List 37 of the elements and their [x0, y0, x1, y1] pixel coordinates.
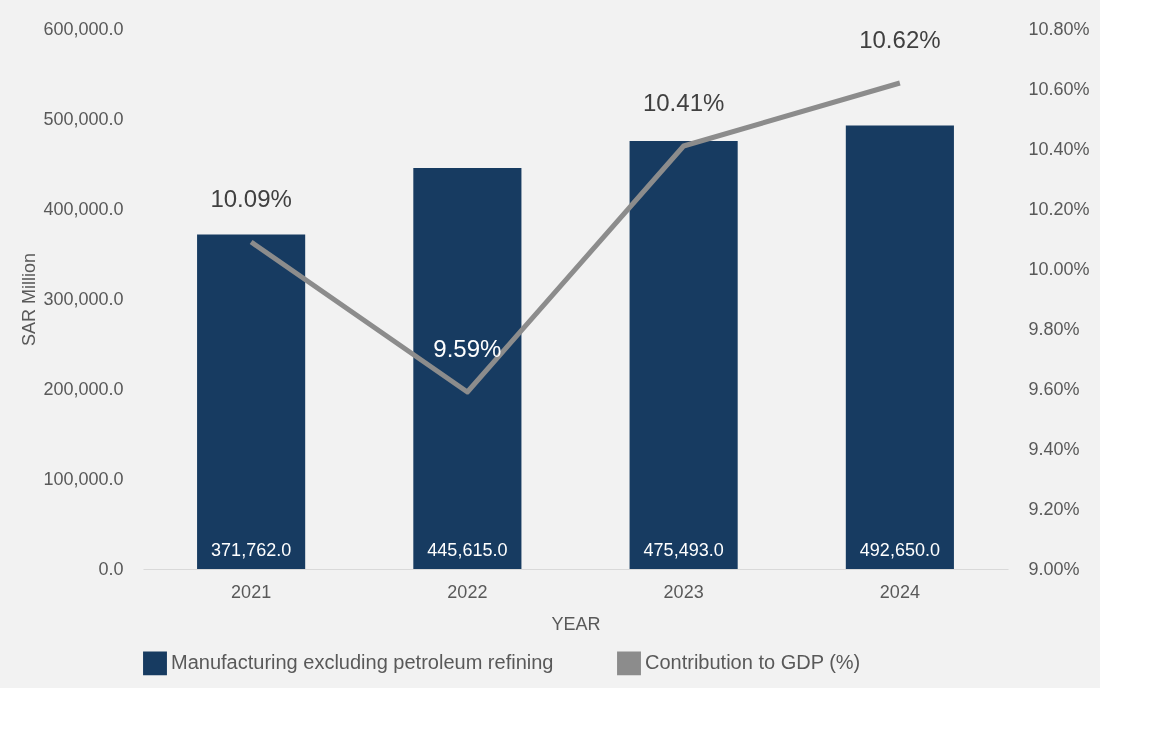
y-tick-label: 100,000.0 [43, 468, 124, 489]
y2-tick-label: 10.00% [1028, 258, 1090, 279]
bar [413, 167, 522, 569]
data-label: 492,650.0 [859, 540, 940, 560]
y2-tick-label: 10.20% [1028, 198, 1090, 219]
bar [197, 234, 306, 569]
y2-tick-label: 9.80% [1028, 318, 1080, 339]
y2-tick-label: 9.60% [1028, 378, 1080, 399]
y2-tick-label: 9.20% [1028, 498, 1080, 519]
data-label: 445,615.0 [427, 540, 508, 560]
y2-tick-label: 9.00% [1028, 558, 1080, 579]
data-label: 371,762.0 [211, 540, 292, 560]
y-tick-label: 400,000.0 [43, 198, 124, 219]
y-tick-label: 500,000.0 [43, 108, 124, 129]
y-tick-label: 300,000.0 [43, 288, 124, 309]
x-tick-label: 2023 [663, 581, 704, 602]
x-tick-label: 2021 [231, 581, 272, 602]
bar [629, 141, 738, 569]
y2-tick-label: 9.40% [1028, 438, 1080, 459]
y-tick-label: 600,000.0 [43, 18, 124, 39]
y-tick-label: 200,000.0 [43, 378, 124, 399]
legend-label: Contribution to GDP (%) [645, 651, 861, 674]
y-axis-title: SAR Million [19, 252, 40, 347]
x-tick-label: 2024 [879, 581, 920, 602]
data-label: 9.59% [433, 335, 502, 362]
x-axis-title: YEAR [551, 613, 601, 634]
legend-label: Manufacturing excluding petroleum refining [171, 651, 554, 674]
x-tick-label: 2022 [447, 581, 488, 602]
bar [845, 125, 954, 569]
y2-tick-label: 10.60% [1028, 78, 1090, 99]
data-label: 475,493.0 [643, 540, 724, 560]
data-label: 10.62% [859, 26, 941, 53]
data-label: 10.09% [210, 185, 292, 212]
y-tick-label: 0.0 [98, 558, 124, 579]
data-label: 10.41% [642, 89, 725, 116]
y2-tick-label: 10.80% [1028, 18, 1090, 39]
y2-tick-label: 10.40% [1028, 138, 1090, 159]
